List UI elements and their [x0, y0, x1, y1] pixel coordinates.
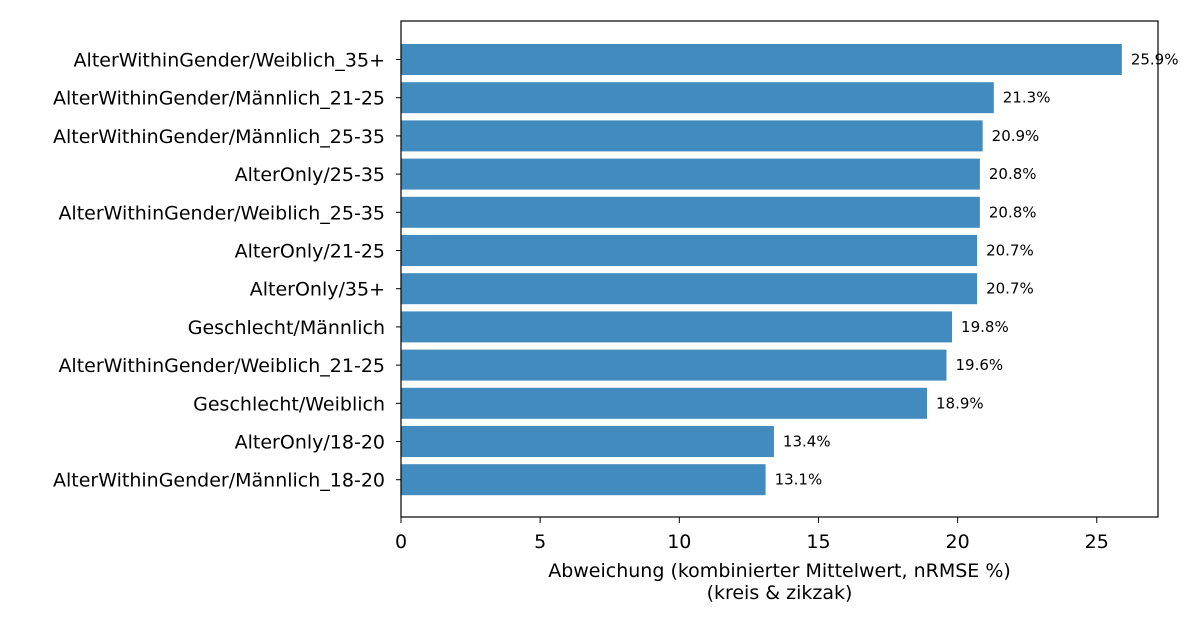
y-tick-label: AlterOnly/18-20 [235, 432, 385, 454]
data-label: 25.9% [1131, 51, 1179, 69]
x-tick-label: 10 [667, 531, 691, 553]
bar [401, 426, 774, 457]
bar [401, 464, 766, 496]
y-tick-label: AlterOnly/35+ [250, 279, 385, 301]
bar [401, 44, 1122, 75]
bar [401, 120, 983, 152]
x-axis-title-line1: Abweichung (kombinierter Mittelwert, nRM… [548, 560, 1011, 582]
y-tick-label: AlterWithinGender/Weiblich_21-25 [58, 355, 385, 377]
bars-group [401, 44, 1122, 496]
y-tick-label: AlterWithinGender/Männlich_21-25 [53, 88, 385, 110]
x-ticks: 0 5 10 15 20 25 [395, 517, 1109, 553]
data-labels: 25.9% 21.3% 20.9% 20.8% 20.8% 20.7% 20.7% 19.8%… [775, 51, 1179, 489]
y-tick-label: Geschlecht/Weiblich [193, 393, 385, 415]
data-label: 13.4% [783, 433, 831, 451]
bar [401, 158, 980, 190]
data-label: 20.8% [989, 203, 1037, 221]
data-label: 20.7% [986, 280, 1034, 298]
bar [401, 349, 947, 381]
x-tick-label: 5 [534, 531, 546, 553]
y-tick-label: AlterOnly/21-25 [235, 241, 385, 263]
y-tick-label: AlterWithinGender/Männlich_25-35 [53, 126, 385, 148]
x-tick-label: 25 [1085, 531, 1109, 553]
data-label: 20.7% [986, 242, 1034, 260]
bar [401, 387, 928, 419]
bar [401, 273, 978, 305]
plot-frame [400, 20, 1159, 518]
data-label: 19.6% [955, 356, 1003, 374]
y-tick-label: Geschlecht/Männlich [188, 317, 385, 339]
y-tick-label: AlterOnly/25-35 [235, 164, 385, 186]
data-label: 18.9% [936, 394, 984, 412]
y-tick-label: AlterWithinGender/Weiblich_35+ [74, 50, 385, 72]
data-label: 13.1% [775, 471, 823, 489]
x-tick-label: 20 [946, 531, 970, 553]
x-tick-label: 0 [395, 531, 407, 553]
bar [401, 82, 994, 114]
data-label: 20.8% [989, 165, 1037, 183]
x-axis-title-line2: (kreis & zikzak) [707, 582, 853, 604]
y-tick-labels: AlterWithinGender/Weiblich_35+ AlterWithi… [53, 50, 385, 492]
bar [401, 311, 953, 343]
data-label: 19.8% [961, 318, 1009, 336]
y-tick-label: AlterWithinGender/Weiblich_25-35 [58, 202, 385, 224]
data-label: 21.3% [1003, 89, 1051, 107]
data-label: 20.9% [992, 127, 1040, 145]
y-ticks [396, 59, 401, 481]
y-tick-label: AlterWithinGender/Männlich_18-20 [53, 470, 385, 492]
bar [401, 196, 980, 228]
bar [401, 235, 978, 266]
x-tick-label: 15 [806, 531, 830, 553]
